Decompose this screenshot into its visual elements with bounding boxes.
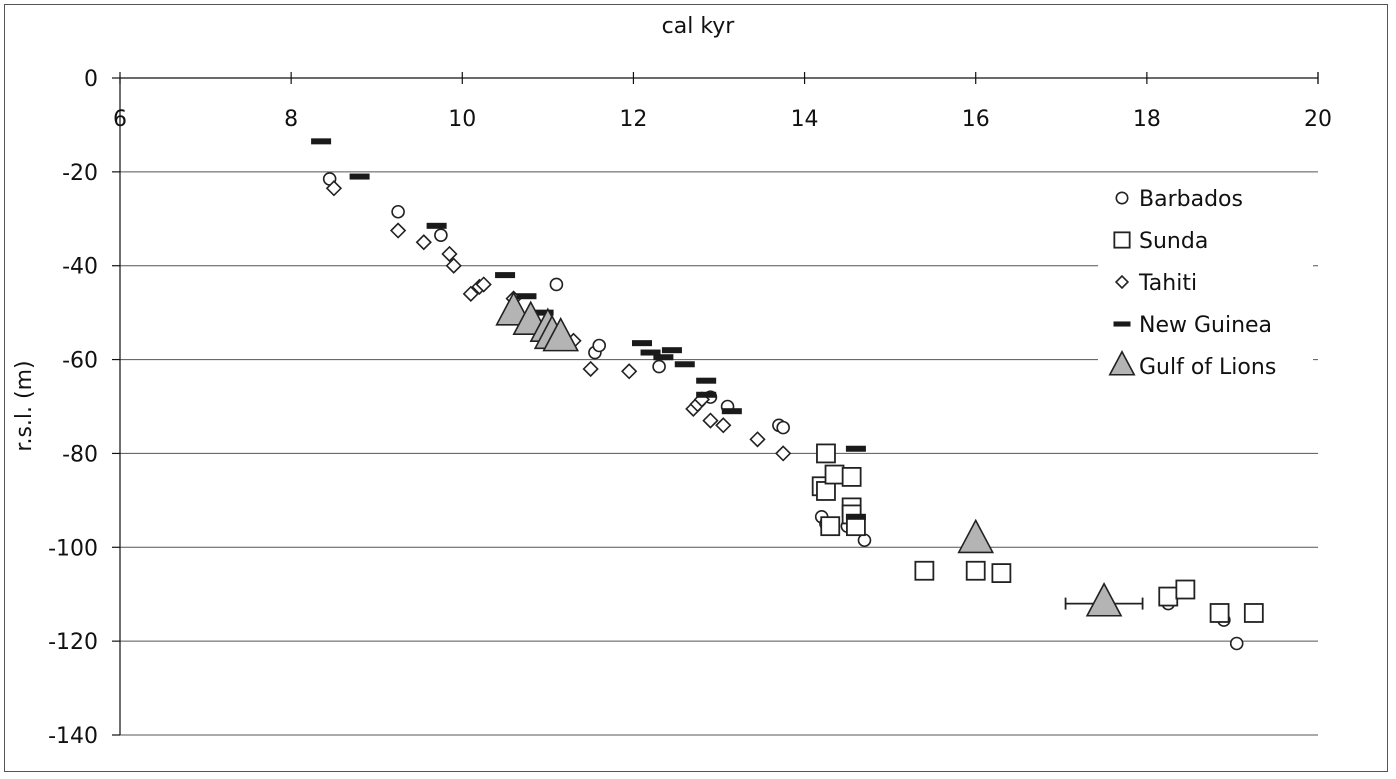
data-points (311, 138, 1264, 651)
square-marker (1113, 231, 1131, 249)
x-tick-label: 18 (1133, 107, 1161, 132)
bar-marker (845, 445, 866, 452)
triangle-marker (1108, 350, 1136, 376)
triangle-marker (542, 316, 580, 352)
series-gulf-of-lions (495, 291, 1123, 617)
bar-marker (311, 138, 332, 145)
square-marker (1175, 579, 1196, 600)
bar-marker (640, 349, 661, 356)
diamond-marker (441, 245, 458, 263)
bar-marker (721, 408, 742, 415)
x-tick-label: 6 (113, 107, 127, 132)
bar-marker (533, 309, 554, 316)
x-tick-label: 8 (284, 107, 298, 132)
circle-marker (434, 228, 448, 243)
square-marker (820, 516, 841, 537)
square-marker (816, 443, 836, 464)
square-marker (991, 563, 1012, 583)
square-marker (965, 560, 986, 581)
diamond-marker (415, 234, 432, 251)
square-marker (824, 464, 845, 485)
bar-marker (631, 340, 652, 347)
circle-marker (549, 277, 564, 292)
diamond-marker (445, 257, 462, 274)
bar-marker (845, 513, 866, 520)
bar-marker (674, 361, 695, 368)
x-tick-label: 12 (619, 107, 647, 132)
square-marker (914, 560, 935, 581)
legend-label: Barbados (1139, 187, 1243, 212)
legend-label: Tahiti (1138, 271, 1197, 296)
diamond-marker (462, 285, 479, 303)
square-marker (846, 516, 866, 537)
series-new-guinea (311, 138, 866, 520)
y-tick-label: -80 (62, 442, 98, 467)
bar-marker (516, 293, 537, 300)
circle-marker (776, 420, 790, 435)
y-tick-label: -40 (62, 255, 98, 280)
x-axis-title: cal kyr (662, 14, 736, 39)
diamond-marker (749, 431, 766, 448)
bar-marker (426, 222, 447, 229)
circle-marker (1229, 636, 1244, 651)
diamond-marker (702, 412, 719, 429)
x-tick-labels: 6 8 10 12 14 16 18 20 (113, 72, 1332, 132)
legend-label: Sunda (1139, 229, 1208, 254)
bar-marker (349, 173, 370, 180)
circle-marker (592, 338, 607, 353)
y-tick-labels: 0 -20 -40 -60 -80 -100 -120 -140 (48, 67, 120, 749)
series-tahiti (325, 180, 792, 462)
diamond-marker (775, 445, 792, 462)
y-tick-label: -120 (48, 630, 98, 655)
y-tick-label: -140 (48, 724, 98, 749)
y-axis-title: r.s.l. (m) (12, 360, 37, 451)
diamond-marker (389, 222, 407, 239)
diamond-marker (621, 363, 638, 380)
bar-marker (696, 391, 717, 398)
diamond-marker (1114, 274, 1130, 290)
circle-marker (1115, 191, 1129, 205)
y-tick-label: -60 (62, 349, 98, 374)
y-tick-label: -20 (62, 161, 98, 186)
diamond-marker (325, 180, 343, 197)
x-tick-label: 20 (1304, 107, 1332, 132)
diamond-marker (582, 360, 599, 378)
bar-marker (1113, 321, 1131, 327)
legend-label: New Guinea (1139, 313, 1272, 338)
bar-marker (661, 347, 682, 354)
x-tick-label: 14 (791, 107, 819, 132)
chart-frame (4, 4, 1388, 772)
circle-marker (391, 204, 405, 219)
circle-marker (652, 359, 666, 374)
x-tick-label: 10 (448, 107, 476, 132)
legend-background (1098, 176, 1313, 386)
triangle-marker (1085, 582, 1123, 617)
square-marker (1243, 603, 1264, 623)
diamond-marker (475, 276, 492, 293)
square-marker (816, 481, 836, 501)
bar-marker (696, 377, 717, 384)
bar-marker (495, 272, 516, 279)
triangle-marker (957, 518, 995, 554)
bar-marker (653, 354, 674, 361)
legend: Barbados Sunda Tahiti New Guinea Gulf of Lio… (1098, 176, 1313, 386)
x-tick-label: 16 (962, 107, 990, 132)
square-marker (1209, 603, 1230, 623)
square-marker (1158, 586, 1179, 607)
square-marker (841, 466, 862, 487)
y-tick-label: -100 (48, 536, 98, 561)
legend-label: Gulf of Lions (1139, 355, 1276, 380)
series-sunda (811, 443, 1264, 623)
y-tick-label: 0 (84, 67, 98, 92)
diamond-marker (715, 417, 732, 434)
